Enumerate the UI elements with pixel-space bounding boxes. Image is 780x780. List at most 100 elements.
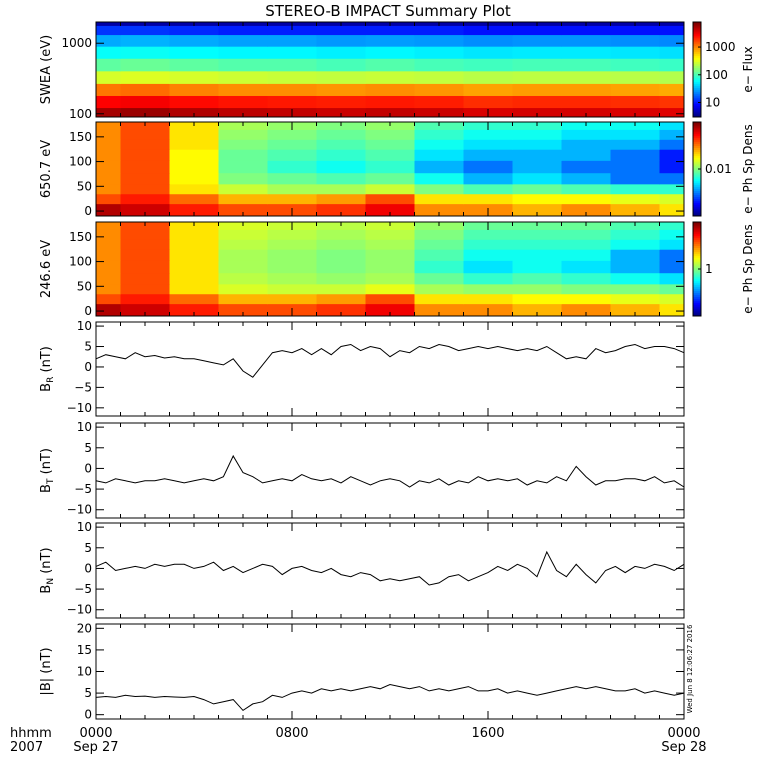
y-tick-label: 150 — [69, 130, 92, 144]
heatmap-cell — [659, 272, 685, 285]
colorbar-step — [693, 288, 701, 292]
heatmap-cell — [463, 46, 513, 59]
y-tick-label: −10 — [67, 503, 92, 517]
heatmap-cell — [659, 222, 685, 230]
heatmap-cell — [96, 260, 121, 274]
heatmap-cell — [267, 25, 317, 36]
heatmap-cell — [561, 25, 611, 36]
colorbar-step — [693, 186, 701, 190]
heatmap-cell — [365, 249, 415, 261]
heatmap-cell — [365, 83, 415, 96]
colorbar-step — [693, 251, 701, 254]
colorbar-step — [693, 304, 701, 307]
heatmap-cell — [169, 293, 219, 305]
colorbar-step — [693, 298, 701, 301]
bt-line-panel: −10 −5 0 5 10 BT (nT) — [39, 420, 685, 519]
heatmap-cell — [96, 193, 121, 205]
heatmap-cell — [659, 293, 685, 305]
heatmap-cell — [218, 70, 268, 84]
colorbar-step — [693, 235, 701, 239]
heatmap-cell — [512, 139, 562, 150]
heatmap-cell — [414, 229, 464, 240]
heatmap-cell — [169, 46, 219, 59]
heatmap-cell — [267, 193, 317, 205]
y-tick-label: 50 — [77, 179, 92, 193]
heatmap-cell — [414, 272, 464, 285]
colorbar-step — [693, 91, 701, 94]
heatmap-cell — [463, 95, 513, 109]
heatmap-cell — [610, 83, 660, 96]
heatmap-cell — [463, 139, 513, 150]
heatmap-cell — [120, 46, 170, 59]
colorbar-step — [693, 33, 701, 37]
colorbar-step — [693, 51, 701, 55]
colorbar-step — [693, 83, 701, 86]
heatmap-cell — [316, 107, 366, 118]
heatmap-cell — [267, 58, 317, 72]
colorbar-step — [693, 115, 701, 118]
heatmap-cell — [610, 58, 660, 72]
heatmap-cell — [120, 25, 170, 36]
colorbar-step — [693, 176, 701, 180]
heatmap-cell — [610, 95, 660, 109]
y-tick-label: 0 — [84, 204, 92, 218]
time-row2-label: 2007 — [10, 740, 43, 755]
heatmap-cell — [414, 83, 464, 96]
colorbar-step — [693, 31, 701, 35]
heatmap-cell — [120, 203, 170, 217]
heatmap-cell — [512, 172, 562, 185]
heatmap-cell — [365, 139, 415, 150]
heatmap-cell — [659, 34, 685, 47]
heatmap-cell — [267, 272, 317, 285]
heatmap-cell — [120, 139, 170, 150]
colorbar-step — [693, 247, 701, 250]
bn-ylabel: BN (nT) — [39, 547, 56, 593]
colorbar-step — [693, 49, 701, 53]
colorbar-step — [693, 239, 701, 243]
heatmap-cell — [659, 260, 685, 274]
colorbar-step — [693, 109, 701, 112]
heatmap-cell — [267, 283, 317, 295]
heatmap-cell — [218, 293, 268, 305]
heatmap-cell — [365, 183, 415, 195]
heatmap-cell — [659, 283, 685, 295]
bmag-series-line — [95, 683, 685, 712]
heatmap-cell — [96, 229, 121, 240]
colorbar-step — [693, 306, 701, 309]
heatmap-cell — [365, 58, 415, 72]
heatmap-cell — [218, 249, 268, 261]
heatmap-cell — [267, 95, 317, 109]
br-series-line — [95, 343, 685, 378]
colorbar-step — [693, 61, 701, 65]
colorbar-step — [693, 63, 701, 67]
colorbar-step — [693, 53, 701, 57]
y-tick-label: −5 — [74, 582, 92, 596]
colorbar-step — [693, 200, 701, 203]
colorbar-step — [693, 261, 701, 264]
y-tick-label: 5 — [84, 686, 92, 700]
heatmap-cell — [610, 229, 660, 240]
heatmap-cell — [169, 229, 219, 240]
colorbar-step — [693, 95, 701, 98]
y-tick-label: 0 — [84, 461, 92, 475]
heatmap-cell — [463, 172, 513, 185]
colorbar-step — [693, 165, 701, 168]
heatmap-cell — [316, 95, 366, 109]
heatmap-cell — [218, 149, 268, 161]
heatmap-cell — [365, 34, 415, 47]
heatmap-cell — [610, 70, 660, 84]
y-tick-label: −10 — [67, 401, 92, 415]
colorbar-step — [693, 172, 701, 176]
colorbar-step — [693, 65, 701, 69]
heatmap-cell — [365, 203, 415, 217]
colorbar-label: e− Flux — [741, 46, 755, 92]
time-tick-label: 1600 — [471, 726, 504, 741]
heatmap-cell — [561, 46, 611, 59]
heatmap-cell — [561, 149, 611, 161]
bt-ylabel: BT (nT) — [39, 448, 56, 493]
colorbar-frame — [692, 21, 702, 118]
colorbar-step — [693, 294, 701, 297]
colorbar-step — [693, 184, 701, 188]
heatmap-cell — [316, 260, 366, 274]
colorbar-step — [693, 107, 701, 110]
